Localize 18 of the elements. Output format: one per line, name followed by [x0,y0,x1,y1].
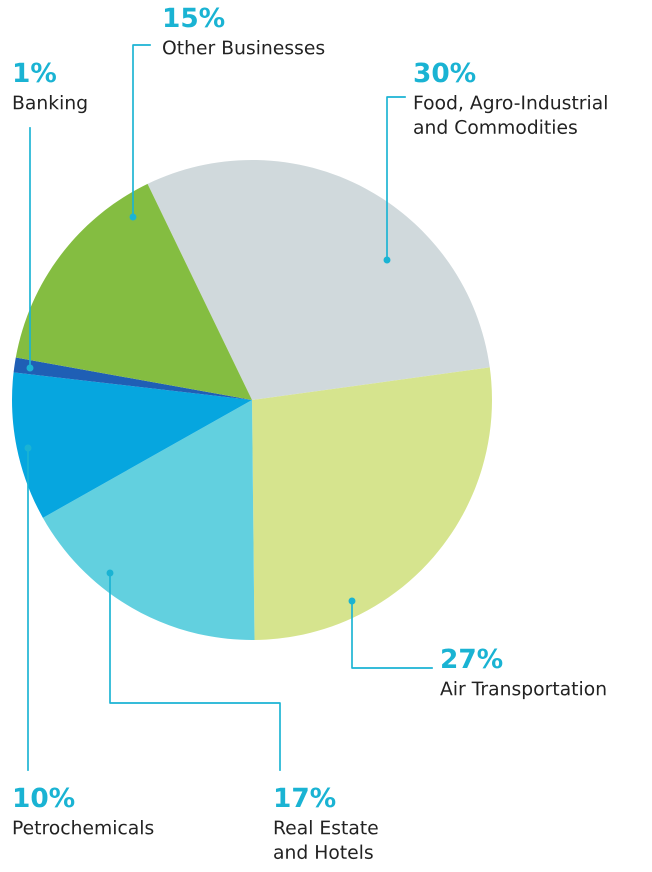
data-label: 17% [276,787,336,808]
slice-label: Petrochemicals [14,820,154,835]
data-label: 10% [14,787,74,808]
pie-slice [12,372,252,518]
slice-label: Food, Agro-Industrial and Commodities [414,95,607,134]
pie-slice [252,367,492,640]
data-label: 15% [164,7,224,28]
data-label: 30% [414,62,476,82]
pie-slice [16,184,252,400]
data-label: 27% [442,648,502,668]
slice-label: Banking [14,95,86,114]
pie-slice [14,358,252,400]
slice-label: Real Estate and Hotels [274,820,378,860]
data-label: 1% [14,62,56,82]
slice-label: Air Transportation [440,681,606,700]
slice-label: Other Businesses [163,40,324,55]
pie-slice [148,160,490,400]
pie-slice [42,400,255,640]
